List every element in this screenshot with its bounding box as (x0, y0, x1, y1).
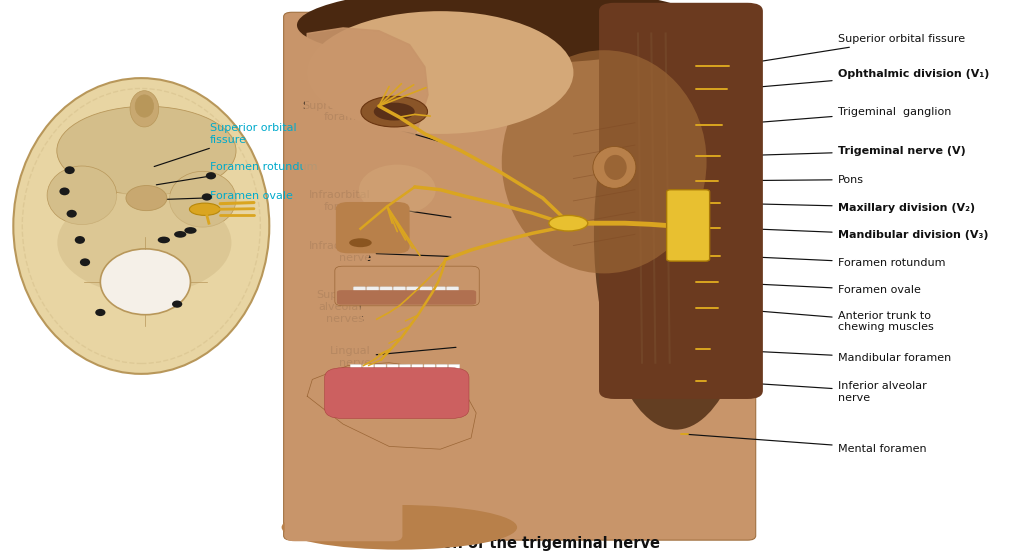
Ellipse shape (206, 172, 216, 180)
Text: Ophthalmic division (V₁): Ophthalmic division (V₁) (735, 69, 989, 89)
Ellipse shape (282, 505, 517, 550)
Ellipse shape (59, 187, 70, 195)
Ellipse shape (172, 300, 182, 308)
FancyBboxPatch shape (449, 364, 460, 376)
FancyBboxPatch shape (446, 287, 459, 300)
Text: Mandibular division (V₃): Mandibular division (V₃) (726, 228, 988, 240)
Ellipse shape (307, 11, 573, 134)
Ellipse shape (130, 91, 159, 127)
Ellipse shape (100, 249, 190, 315)
FancyBboxPatch shape (350, 364, 361, 376)
Polygon shape (307, 363, 476, 449)
Ellipse shape (359, 165, 436, 215)
Text: Maxillary division (V₂): Maxillary division (V₂) (726, 203, 975, 213)
Circle shape (184, 227, 197, 234)
Ellipse shape (297, 0, 707, 64)
Text: Inferior alveolar
nerve: Inferior alveolar nerve (712, 381, 927, 402)
FancyBboxPatch shape (336, 202, 410, 253)
FancyBboxPatch shape (436, 364, 447, 376)
Ellipse shape (57, 191, 231, 295)
Ellipse shape (502, 50, 707, 273)
Text: Infraorbital
foramen: Infraorbital foramen (309, 190, 451, 217)
FancyBboxPatch shape (387, 364, 398, 376)
Circle shape (174, 231, 186, 238)
FancyBboxPatch shape (667, 190, 710, 261)
Text: Mandibular foramen: Mandibular foramen (716, 349, 951, 363)
FancyBboxPatch shape (424, 364, 435, 376)
Ellipse shape (170, 171, 237, 227)
Ellipse shape (57, 107, 236, 195)
Text: Lingual
nerve: Lingual nerve (330, 347, 456, 368)
FancyBboxPatch shape (335, 266, 479, 306)
FancyBboxPatch shape (325, 368, 469, 418)
Circle shape (158, 237, 170, 243)
FancyBboxPatch shape (284, 12, 756, 540)
Ellipse shape (189, 203, 220, 215)
FancyBboxPatch shape (393, 287, 406, 300)
Text: Superior
alveolar
nerves: Superior alveolar nerves (316, 290, 450, 324)
Text: Trigeminal  ganglion: Trigeminal ganglion (728, 107, 951, 125)
Ellipse shape (67, 210, 77, 218)
Text: Mental foramen: Mental foramen (687, 434, 927, 454)
Ellipse shape (361, 96, 428, 127)
Ellipse shape (80, 258, 90, 266)
Ellipse shape (126, 185, 167, 210)
FancyBboxPatch shape (353, 287, 366, 300)
Text: Foramen ovale: Foramen ovale (157, 191, 293, 201)
FancyBboxPatch shape (399, 364, 411, 376)
FancyBboxPatch shape (433, 287, 445, 300)
Ellipse shape (47, 166, 117, 225)
Text: Distribution of the trigeminal nerve: Distribution of the trigeminal nerve (364, 536, 660, 551)
Text: Trigeminal nerve (V): Trigeminal nerve (V) (726, 146, 966, 156)
FancyBboxPatch shape (412, 364, 423, 376)
Text: Infraorbital
nerve: Infraorbital nerve (309, 242, 453, 263)
Text: Anterior trunk to
chewing muscles: Anterior trunk to chewing muscles (724, 308, 934, 332)
Ellipse shape (594, 39, 758, 430)
Ellipse shape (349, 238, 372, 247)
Text: Foramen rotundum: Foramen rotundum (726, 256, 945, 268)
Text: Foramen rotundum: Foramen rotundum (157, 162, 317, 185)
FancyBboxPatch shape (362, 364, 374, 376)
FancyBboxPatch shape (380, 287, 392, 300)
Text: Foramen ovale: Foramen ovale (724, 282, 921, 295)
Text: Superior orbital
fissure: Superior orbital fissure (155, 123, 297, 166)
Ellipse shape (135, 95, 154, 117)
Ellipse shape (604, 155, 627, 180)
FancyBboxPatch shape (375, 364, 386, 376)
Polygon shape (299, 28, 428, 519)
FancyBboxPatch shape (337, 290, 476, 305)
Ellipse shape (593, 146, 636, 189)
Ellipse shape (95, 309, 105, 316)
FancyBboxPatch shape (420, 287, 432, 300)
Text: Supraorbital
foramen: Supraorbital foramen (302, 101, 439, 142)
FancyBboxPatch shape (285, 463, 402, 541)
Text: Pons: Pons (724, 175, 863, 185)
Ellipse shape (75, 236, 85, 244)
Ellipse shape (65, 166, 75, 174)
Ellipse shape (202, 193, 212, 201)
FancyBboxPatch shape (599, 3, 763, 399)
FancyBboxPatch shape (407, 287, 419, 300)
Ellipse shape (549, 215, 588, 231)
FancyBboxPatch shape (367, 287, 379, 300)
Text: Superior orbital fissure: Superior orbital fissure (735, 34, 965, 65)
Ellipse shape (13, 78, 269, 374)
Ellipse shape (374, 103, 415, 121)
